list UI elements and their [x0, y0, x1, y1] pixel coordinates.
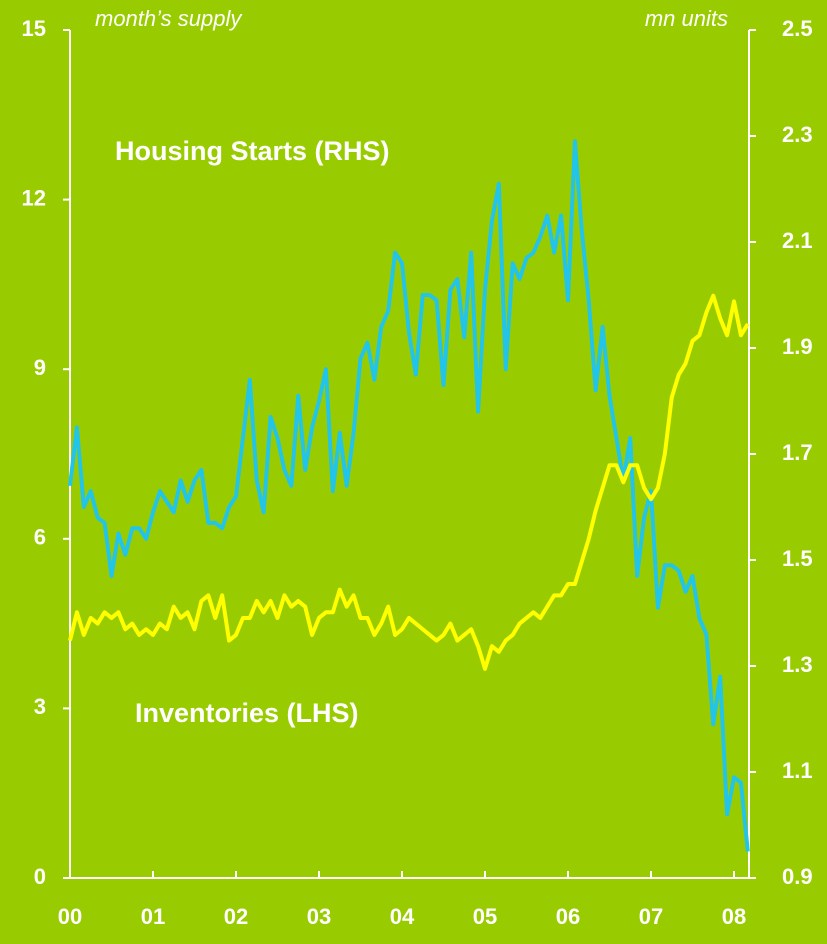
- x-tick-label: 00: [58, 904, 82, 929]
- y2-tick-label: 1.1: [782, 758, 813, 783]
- y2-tick-label: 1.3: [782, 652, 813, 677]
- x-tick-label: 06: [556, 904, 580, 929]
- y-tick-label: 0: [34, 864, 46, 889]
- x-tick-label: 02: [224, 904, 248, 929]
- x-tick-label: 08: [722, 904, 746, 929]
- y-tick-label: 3: [34, 694, 46, 719]
- x-tick-label: 04: [390, 904, 415, 929]
- y2-tick-label: 0.9: [782, 864, 813, 889]
- right-axis-note: mn units: [645, 6, 728, 31]
- x-tick-label: 05: [473, 904, 497, 929]
- y2-tick-label: 1.9: [782, 334, 813, 359]
- series-line: [68, 293, 750, 671]
- x-tick-label: 07: [639, 904, 663, 929]
- y2-tick-label: 2.5: [782, 16, 813, 41]
- series-annotation: Housing Starts (RHS): [115, 136, 390, 166]
- y2-tick-label: 1.7: [782, 440, 813, 465]
- y-tick-label: 12: [22, 185, 46, 210]
- y2-tick-label: 2.1: [782, 228, 813, 253]
- series-line: [68, 139, 750, 852]
- x-tick-label: 01: [141, 904, 165, 929]
- y-tick-label: 9: [34, 355, 46, 380]
- y-tick-label: 6: [34, 525, 46, 550]
- series-annotation: Inventories (LHS): [135, 698, 359, 728]
- left-axis-note: month’s supply: [95, 6, 243, 31]
- x-tick-label: 03: [307, 904, 331, 929]
- y2-tick-label: 1.5: [782, 546, 813, 571]
- y2-tick-label: 2.3: [782, 122, 813, 147]
- y-tick-label: 15: [22, 16, 46, 41]
